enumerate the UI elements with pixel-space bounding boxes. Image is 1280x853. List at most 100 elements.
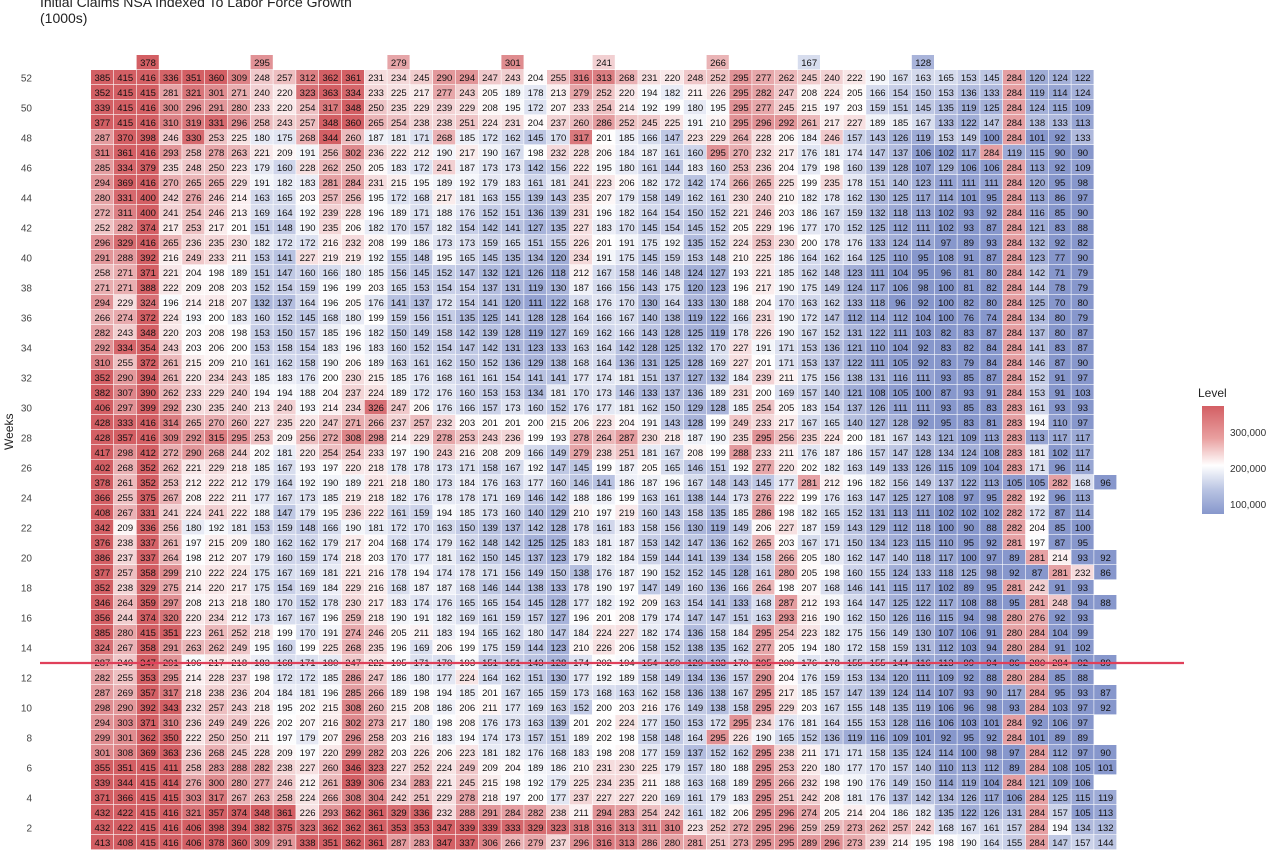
cell-label: 133 [984, 88, 1000, 99]
heatmap-cell [205, 190, 228, 205]
cell-label: 206 [619, 178, 635, 189]
cell-label: 416 [140, 118, 156, 129]
cell-label: 115 [1052, 103, 1067, 114]
cell-label: 182 [368, 223, 384, 234]
cell-label: 295 [756, 748, 772, 759]
cell-label: 194 [1029, 418, 1045, 429]
cell-label: 177 [414, 553, 430, 564]
heatmap-cell [273, 160, 296, 175]
cell-label: 220 [186, 613, 202, 624]
cell-label: 100 [1075, 523, 1091, 534]
cell-label: 192 [300, 478, 316, 489]
cell-label: 301 [208, 88, 224, 99]
cell-label: 109 [892, 733, 908, 744]
cell-label: 331 [208, 118, 224, 129]
heatmap-cell [615, 85, 638, 100]
heatmap-cell [683, 160, 706, 175]
cell-label: 108 [984, 448, 1000, 459]
cell-label: 180 [824, 643, 840, 654]
cell-label: 208 [186, 598, 202, 609]
heatmap-cell [227, 160, 250, 175]
cell-label: 129 [550, 508, 566, 519]
cell-label: 180 [254, 133, 270, 144]
cell-label: 283 [1006, 448, 1022, 459]
cell-label: 135 [550, 223, 566, 234]
cell-label: 342 [94, 523, 110, 534]
cell-label: 168 [710, 778, 726, 789]
cell-label: 190 [482, 148, 498, 159]
cell-label: 183 [436, 628, 452, 639]
cell-label: 203 [801, 703, 817, 714]
cell-label: 215 [186, 358, 202, 369]
cell-label: 135 [938, 808, 954, 819]
cell-label: 254 [300, 103, 316, 114]
heatmap-cell [569, 85, 592, 100]
cell-label: 284 [1006, 388, 1022, 399]
cell-label: 157 [528, 733, 544, 744]
heatmap-cell [934, 160, 957, 175]
cell-label: 197 [186, 538, 202, 549]
cell-label: 295 [733, 103, 749, 114]
heatmap-cell [205, 130, 228, 145]
cell-label: 150 [482, 553, 498, 564]
cell-label: 159 [892, 643, 908, 654]
cell-label: 329 [117, 238, 133, 249]
heatmap-cell [889, 160, 912, 175]
cell-label: 153 [642, 538, 658, 549]
cell-label: 377 [94, 568, 110, 579]
cell-label: 347 [436, 823, 452, 834]
legend-tick-mid: 200,000 [1230, 464, 1267, 475]
cell-label: 257 [322, 193, 338, 204]
cell-label: 151 [436, 313, 452, 324]
heatmap-cell [91, 190, 114, 205]
cell-label: 291 [482, 808, 498, 819]
cell-label: 208 [208, 328, 224, 339]
cell-label: 197 [300, 748, 316, 759]
cell-label: 270 [733, 148, 749, 159]
cell-label: 161 [482, 373, 498, 384]
heatmap-cell [547, 205, 570, 220]
cell-label: 273 [847, 823, 863, 834]
heatmap-cell [615, 160, 638, 175]
cell-label: 154 [687, 598, 703, 609]
cell-label: 146 [482, 583, 498, 594]
cell-label: 204 [528, 118, 544, 129]
cell-label: 281 [687, 838, 703, 849]
heatmap-cell [638, 100, 661, 115]
cell-label: 207 [596, 193, 612, 204]
cell-label: 416 [163, 823, 179, 834]
cell-label: 96 [1055, 493, 1066, 504]
cell-label: 286 [756, 508, 772, 519]
y-tick-label: 10 [21, 704, 33, 715]
cell-label: 108 [961, 598, 977, 609]
cell-label: 191 [642, 418, 658, 429]
cell-label: 246 [208, 193, 224, 204]
cell-label: 153 [961, 73, 977, 84]
cell-label: 229 [208, 388, 224, 399]
heatmap-cell [227, 85, 250, 100]
cell-label: 223 [459, 748, 475, 759]
cell-label: 210 [710, 118, 726, 129]
cell-label: 229 [778, 703, 794, 714]
heatmap-cell [524, 160, 547, 175]
cell-label: 392 [140, 703, 156, 714]
heatmap-cell [1025, 100, 1048, 115]
cell-label: 181 [870, 433, 886, 444]
cell-label: 127 [915, 493, 931, 504]
cell-label: 164 [482, 673, 498, 684]
cell-label: 382 [94, 388, 110, 399]
heatmap-cell [843, 130, 866, 145]
cell-label: 142 [482, 223, 498, 234]
heatmap-cell [1048, 160, 1071, 175]
heatmap-cell [91, 160, 114, 175]
cell-label: 136 [710, 583, 726, 594]
cell-label: 161 [687, 808, 703, 819]
cell-label: 182 [254, 238, 270, 249]
cell-label: 139 [482, 523, 498, 534]
cell-label: 207 [322, 733, 338, 744]
heatmap-cell [775, 145, 798, 160]
cell-label: 295 [733, 718, 749, 729]
cell-label: 183 [277, 373, 293, 384]
cell-label: 223 [596, 178, 612, 189]
cell-label: 121 [505, 268, 521, 279]
